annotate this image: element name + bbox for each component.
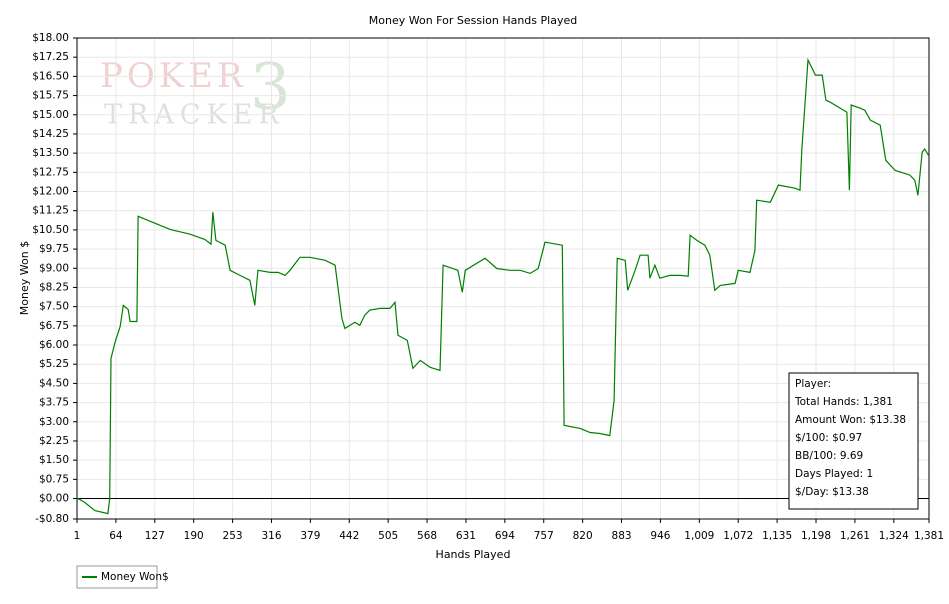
- x-tick-label: 316: [261, 530, 281, 542]
- x-tick-label: 631: [456, 530, 476, 542]
- info-text: Total Hands: 1,381: [794, 396, 893, 408]
- chart-title: Money Won For Session Hands Played: [369, 14, 577, 27]
- x-tick-label: 379: [300, 530, 320, 542]
- x-tick-label: 442: [339, 530, 359, 542]
- info-box: [788, 372, 919, 510]
- series-line: [76, 57, 930, 515]
- info-text: BB/100: 9.69: [795, 450, 863, 462]
- x-tick-label: 946: [650, 530, 670, 542]
- y-tick-label: $16.50: [32, 70, 69, 82]
- x-tick-label: 694: [495, 530, 515, 542]
- x-tick-label: 1,261: [840, 530, 870, 542]
- y-tick-label: $10.50: [32, 224, 69, 236]
- info-text: $/Day: $13.38: [795, 486, 869, 498]
- y-tick-label: $3.75: [39, 397, 69, 409]
- watermark-text: 3: [250, 51, 291, 125]
- y-tick-label: $5.25: [39, 358, 69, 370]
- x-tick-label: 820: [573, 530, 593, 542]
- y-tick-label: $7.50: [39, 301, 69, 313]
- y-tick-label: $8.25: [39, 281, 69, 293]
- info-text: $/100: $0.97: [795, 432, 862, 444]
- y-tick-label: $18.00: [32, 32, 69, 44]
- x-tick-label: 568: [417, 530, 437, 542]
- y-tick-label: $6.00: [39, 339, 69, 351]
- x-tick-label: 883: [612, 530, 632, 542]
- y-tick-label: $2.25: [39, 435, 69, 447]
- x-tick-label: 253: [223, 530, 243, 542]
- info-text: Amount Won: $13.38: [795, 414, 906, 426]
- y-tick-label: $15.00: [32, 109, 69, 121]
- info-text: Player:: [795, 378, 831, 390]
- y-tick-label: $12.75: [32, 166, 69, 178]
- x-tick-label: 1,198: [801, 530, 831, 542]
- x-tick-label: 1: [74, 530, 81, 542]
- x-tick-label: 127: [145, 530, 165, 542]
- x-tick-label: 1,072: [723, 530, 753, 542]
- plot-frame: [76, 37, 930, 520]
- x-tick-label: 64: [109, 530, 123, 542]
- x-axis-label: Hands Played: [436, 548, 511, 561]
- info-text: Days Played: 1: [795, 468, 873, 480]
- y-tick-label: $11.25: [32, 205, 69, 217]
- y-tick-label: $3.00: [39, 416, 69, 428]
- x-tick-label: 1,381: [914, 530, 944, 542]
- legend-box: [76, 565, 158, 589]
- watermark: POKER TRACKER 3: [100, 51, 291, 131]
- x-tick-label: 1,135: [762, 530, 792, 542]
- y-tick-label: $9.00: [39, 262, 69, 274]
- y-tick-label: -$0.80: [35, 513, 69, 525]
- x-tick-label: 1,009: [684, 530, 714, 542]
- y-tick-label: $0.00: [39, 493, 69, 505]
- y-tick-label: $12.00: [32, 186, 69, 198]
- y-tick-label: $15.75: [32, 90, 69, 102]
- x-tick-label: 505: [378, 530, 398, 542]
- y-tick-label: $17.25: [32, 51, 69, 63]
- y-tick-label: $14.25: [32, 128, 69, 140]
- y-axis-label: Money Won $: [18, 241, 31, 315]
- y-tick-label: $9.75: [39, 243, 69, 255]
- legend-label: Money Won$: [101, 571, 169, 583]
- y-tick-label: $1.50: [39, 454, 69, 466]
- x-tick-label: 1,324: [879, 530, 909, 542]
- x-tick-label: 757: [534, 530, 554, 542]
- y-tick-label: $6.75: [39, 320, 69, 332]
- y-tick-label: $4.50: [39, 377, 69, 389]
- y-tick-label: $0.75: [39, 473, 69, 485]
- y-tick-label: $13.50: [32, 147, 69, 159]
- x-tick-label: 190: [184, 530, 204, 542]
